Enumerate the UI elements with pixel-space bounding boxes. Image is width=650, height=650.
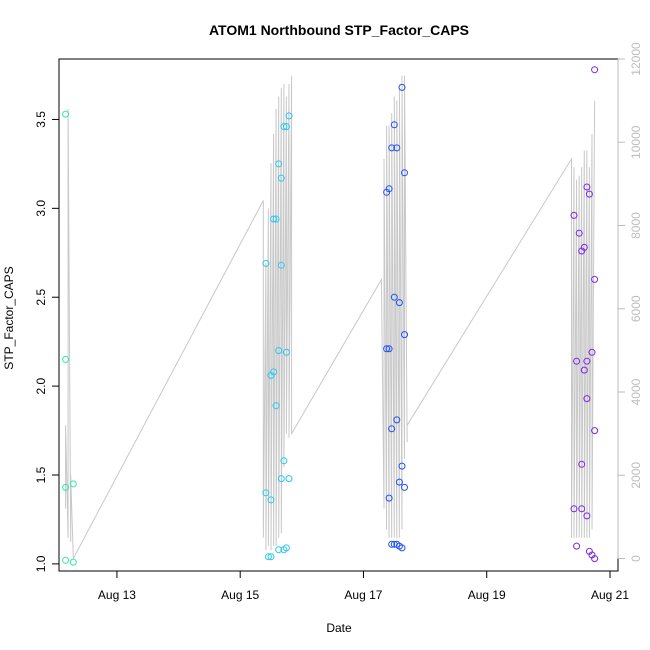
data-point [583, 512, 591, 520]
y2-tick-label: 10000 [629, 125, 643, 159]
data-point [583, 395, 591, 403]
y-tick-label: 3.0 [34, 200, 48, 217]
data-point [282, 544, 290, 552]
plot-frame [58, 58, 619, 572]
data-point [580, 243, 588, 251]
data-point [272, 402, 280, 410]
data-point [385, 494, 393, 502]
data-point [591, 427, 599, 435]
data-point [390, 121, 398, 129]
data-point [277, 261, 285, 269]
data-point [277, 475, 285, 483]
data-point [69, 558, 77, 566]
data-point [395, 299, 403, 307]
x-tick-label: Aug 13 [98, 588, 136, 602]
y-tick-label: 3.5 [34, 111, 48, 128]
data-point [285, 112, 293, 120]
line-series-layer [65, 75, 596, 561]
data-point [267, 496, 275, 504]
data-point [578, 505, 586, 513]
chart-title: ATOM1 Northbound STP_Factor_CAPS [209, 22, 469, 38]
data-point [401, 331, 408, 339]
data-point [591, 555, 599, 563]
data-point [385, 185, 393, 193]
y2-tick-label: 2000 [629, 462, 643, 489]
data-point [398, 462, 406, 470]
data-point [401, 483, 408, 491]
y2-tick-label: 0 [629, 555, 643, 562]
data-point [580, 366, 588, 374]
point-series-layer [62, 66, 599, 566]
y2-tick-label: 6000 [629, 295, 643, 322]
data-point [390, 293, 398, 301]
data-point [388, 144, 396, 152]
data-point [573, 357, 581, 365]
data-point [264, 553, 272, 561]
data-point [270, 368, 278, 376]
data-point [62, 355, 70, 363]
data-point [262, 489, 270, 497]
data-point [388, 425, 396, 433]
x-tick-label: Aug 19 [468, 588, 506, 602]
data-point [395, 478, 403, 486]
data-point [62, 556, 70, 564]
y2-tick-label: 4000 [629, 378, 643, 405]
data-point [570, 211, 578, 219]
data-point [578, 460, 586, 468]
y-tick-label: 2.5 [34, 289, 48, 306]
data-point [591, 275, 599, 283]
y-tick-label: 1.0 [34, 555, 48, 572]
data-point [277, 174, 285, 182]
data-point [401, 169, 408, 177]
data-point [388, 540, 396, 548]
data-point [275, 160, 283, 168]
y-tick-label: 1.5 [34, 466, 48, 483]
data-point [280, 457, 288, 465]
axes-layer: Aug 13 Aug 15 Aug 17 Aug 19 Aug 21 1.0 1.5 2.0 2… [34, 42, 643, 602]
data-point [398, 544, 406, 552]
data-point [282, 123, 290, 131]
data-point [270, 215, 278, 223]
data-point [385, 345, 393, 353]
data-point [383, 345, 391, 353]
data-point [588, 348, 596, 356]
series-line [65, 75, 596, 561]
data-point [285, 475, 293, 483]
data-point [262, 259, 270, 267]
x-tick-label: Aug 15 [221, 588, 259, 602]
y-axis-title: STP_Factor_CAPS [2, 266, 16, 369]
data-point [583, 357, 591, 365]
data-point [272, 215, 280, 223]
x-axis-title: Date [326, 621, 352, 635]
data-point [573, 542, 581, 550]
data-point [275, 546, 283, 554]
data-point [69, 480, 77, 488]
data-point [62, 483, 70, 491]
x-tick-label: Aug 21 [591, 588, 629, 602]
y-tick-label: 2.0 [34, 377, 48, 394]
data-point [393, 144, 401, 152]
data-point [583, 183, 591, 191]
x-tick-label: Aug 17 [344, 588, 382, 602]
data-point [570, 505, 578, 513]
data-point [575, 229, 583, 237]
data-point [282, 348, 290, 356]
data-point [585, 190, 593, 198]
data-point [62, 110, 70, 118]
data-point [275, 347, 283, 355]
y2-tick-label: 12000 [629, 42, 643, 76]
data-point [591, 66, 599, 74]
data-point [398, 83, 406, 91]
data-point [267, 553, 275, 561]
data-point [393, 416, 401, 424]
data-point [280, 123, 288, 131]
y2-tick-label: 8000 [629, 212, 643, 239]
